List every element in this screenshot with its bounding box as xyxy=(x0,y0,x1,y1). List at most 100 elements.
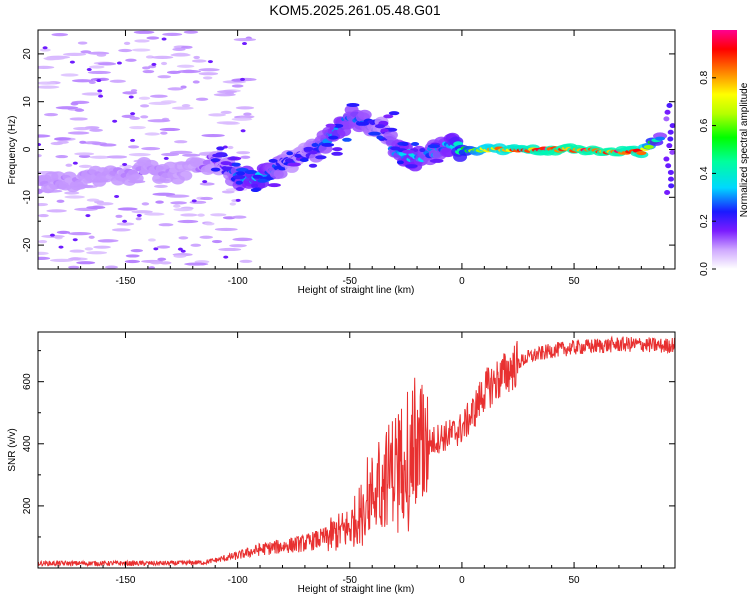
y-tick-label: -10 xyxy=(22,190,33,205)
spectral-speckle xyxy=(87,70,111,75)
spectral-cluster xyxy=(235,180,243,185)
spectral-cluster xyxy=(212,153,225,158)
spectral-speckle xyxy=(79,140,87,144)
spectral-speckle xyxy=(173,207,193,212)
ridge-halo xyxy=(273,168,288,179)
spectral-speckle xyxy=(220,110,232,115)
spectral-speckle xyxy=(42,46,48,50)
spectral-speckle xyxy=(80,50,92,54)
spectral-speckle xyxy=(199,235,213,239)
spectral-cluster xyxy=(396,160,404,165)
colorbar-ticks: 0.0 0.2 0.4 0.6 0.8 xyxy=(699,70,716,276)
spectral-speckle xyxy=(151,55,174,59)
spectral-speckle xyxy=(38,154,42,158)
spectral-speckle xyxy=(155,200,164,204)
spectral-speckle xyxy=(144,212,165,216)
spectral-speckle xyxy=(182,153,201,157)
spectral-speckle xyxy=(229,202,237,206)
spectral-speckle xyxy=(242,42,248,46)
spectral-speckle xyxy=(173,254,187,258)
spectral-speckle xyxy=(69,117,88,121)
spectral-speckle xyxy=(214,227,238,232)
spectral-speckle xyxy=(116,222,135,226)
spectral-speckle xyxy=(140,104,150,108)
spectral-speckle xyxy=(136,213,142,217)
spectral-speckle xyxy=(202,76,213,80)
spectral-cluster xyxy=(374,124,386,129)
spectral-speckle xyxy=(151,62,157,66)
x-tick-label: 0 xyxy=(459,575,465,586)
spectral-speckle xyxy=(167,70,181,74)
spectral-speckle xyxy=(56,199,65,203)
spectral-speckle xyxy=(85,214,91,218)
spectral-speckle xyxy=(180,213,198,217)
spectral-speckle xyxy=(114,194,120,198)
spectral-speckle xyxy=(106,155,128,159)
spectral-cluster xyxy=(331,151,343,156)
ridge-halo xyxy=(383,130,398,141)
spectral-speckle xyxy=(99,143,117,147)
y-tick-label: -20 xyxy=(22,237,33,252)
spectral-speckle xyxy=(123,41,131,45)
spectral-cluster xyxy=(235,171,246,176)
spectral-speckle xyxy=(109,79,126,83)
y-tick-label: 20 xyxy=(22,48,33,60)
spectral-cluster xyxy=(268,158,278,163)
spectral-speckle xyxy=(56,140,69,144)
spectral-cluster xyxy=(390,146,401,151)
spectral-speckle xyxy=(192,80,200,84)
spectral-speckle xyxy=(231,84,244,88)
spectral-speckle xyxy=(69,249,85,253)
spectral-speckle xyxy=(201,133,225,138)
spectral-speckle xyxy=(62,52,87,56)
spectral-cluster xyxy=(405,164,418,169)
spectral-speckle xyxy=(128,95,134,99)
spectral-speckle xyxy=(64,191,80,195)
spectral-speckle xyxy=(162,32,183,37)
spectral-speckle xyxy=(216,121,239,125)
spectral-speckle xyxy=(44,113,59,117)
colorbar-tick-label: 0.4 xyxy=(699,166,710,180)
spectral-speckle xyxy=(65,163,73,167)
spectral-speckle xyxy=(157,257,167,261)
spectral-speckle xyxy=(76,261,96,265)
spectral-speckle xyxy=(150,261,162,265)
spectral-speckle xyxy=(239,115,255,119)
spectral-speckle xyxy=(88,80,96,84)
spectral-cluster xyxy=(210,167,221,172)
spectral-speckle xyxy=(86,68,92,72)
spectral-speckle xyxy=(78,154,91,159)
edge-flare xyxy=(664,190,671,196)
edge-flare xyxy=(669,149,675,155)
spectrogram-x-ticks: -150 -100 -50 0 50 xyxy=(57,30,665,287)
spectral-speckle xyxy=(89,155,111,159)
spectral-speckle xyxy=(202,180,208,184)
spectral-speckle xyxy=(169,150,193,154)
spectral-speckle xyxy=(190,243,202,247)
spectral-speckle xyxy=(198,68,220,72)
spectral-speckle xyxy=(125,58,137,62)
spectral-speckle xyxy=(38,134,51,138)
spectral-speckle xyxy=(112,119,118,123)
spectral-speckle xyxy=(171,106,194,110)
ridge-core xyxy=(655,136,666,141)
spectral-cluster xyxy=(229,156,238,161)
spectral-speckle xyxy=(130,138,136,142)
spectral-speckle xyxy=(97,62,117,66)
spectral-speckle xyxy=(176,64,195,68)
spectral-cluster xyxy=(223,166,232,171)
spectral-speckle xyxy=(117,207,138,211)
spectral-speckle xyxy=(229,244,247,248)
spectral-speckle xyxy=(129,125,146,130)
spectral-speckle xyxy=(161,37,167,41)
ridge-core xyxy=(643,144,654,149)
spectral-speckle xyxy=(154,184,168,188)
spectral-speckle xyxy=(180,45,193,49)
spectral-speckle xyxy=(130,248,143,253)
spectral-cluster xyxy=(376,135,384,140)
edge-flare xyxy=(664,109,671,115)
spectral-speckle xyxy=(55,154,69,159)
edge-flare xyxy=(667,129,674,135)
x-tick-label: -50 xyxy=(343,276,358,287)
edge-flare xyxy=(669,123,675,129)
